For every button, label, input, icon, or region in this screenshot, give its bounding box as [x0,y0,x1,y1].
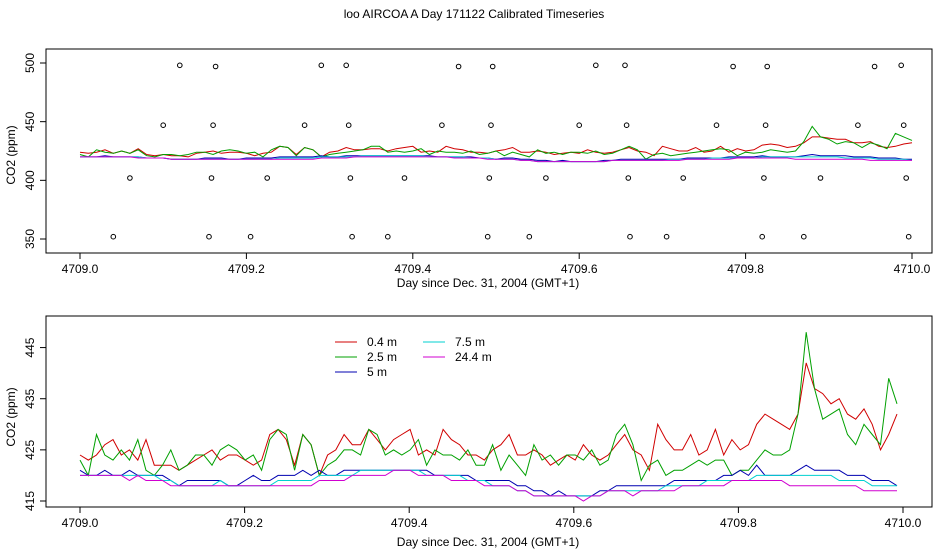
series-line-5-m [79,464,898,497]
x-tick-label: 4709.2 [226,516,263,530]
series-line-2-5-m [79,332,898,482]
series-line-7-5-m [80,469,897,497]
data-point [318,62,325,69]
legend-label: 24.4 m [455,350,492,364]
data-point [212,63,219,70]
data-point [210,122,216,128]
x-tick-label: 4709.8 [727,262,764,276]
bottom-panel: CO2 (ppm) Day since Dec. 31, 2004 (GMT+1… [4,315,933,549]
series-line-0-4-m [79,362,898,477]
data-point [903,175,910,181]
top-panel-ylabel: CO2 (ppm) [4,125,18,184]
legend-label: 5 m [367,365,387,379]
data-point [593,62,599,69]
y-tick-label: 435 [23,388,37,408]
data-point [455,63,462,70]
series-line-24-4-m [80,156,912,163]
x-tick-label: 4709.6 [555,516,592,530]
data-point [264,175,271,181]
x-tick-label: 4709.2 [228,262,265,276]
y-tick-label: 450 [23,111,37,131]
data-point [439,122,445,128]
data-point [526,233,533,240]
data-point [206,233,212,240]
data-point [110,233,117,240]
data-point [401,175,408,181]
data-point [730,63,736,70]
data-point [160,122,166,128]
data-point [488,122,494,128]
series-line-7-5-m [80,155,913,163]
legend-label: 0.4 m [367,335,397,349]
data-point [247,233,254,240]
data-point [900,122,907,128]
data-point [345,122,352,128]
data-point [343,62,350,69]
data-point [801,233,807,240]
legend-label: 7.5 m [455,335,485,349]
data-point [484,233,491,240]
data-point [486,175,493,181]
x-tick-label: 4709.0 [62,262,99,276]
data-point [898,62,905,69]
data-point [208,175,215,181]
series-line-2-5-m [79,125,913,160]
bottom-panel-xlabel: Day since Dec. 31, 2004 (GMT+1) [397,535,579,549]
x-tick-label: 4710.0 [885,516,922,530]
x-tick-label: 4709.4 [391,516,428,530]
data-point [871,63,878,70]
data-point [576,122,583,128]
series-line-24-4-m [80,469,897,502]
y-tick-label: 350 [23,229,37,249]
top-panel-xlabel: Day since Dec. 31, 2004 (GMT+1) [397,276,579,290]
data-point [385,233,391,240]
data-point [623,122,630,128]
top-panel: CO2 (ppm) Day since Dec. 31, 2004 (GMT+1… [4,48,933,290]
data-point [489,63,496,70]
data-point [301,122,308,128]
series-line-0-4-m [79,136,913,158]
x-tick-label: 4709.4 [394,262,431,276]
data-point [543,175,549,181]
data-point [855,122,861,128]
y-tick-label: 400 [23,170,37,190]
bottom-panel-ylabel: CO2 (ppm) [4,387,18,446]
x-tick-label: 4709.6 [561,262,598,276]
data-point [762,122,769,128]
data-point [627,233,633,240]
data-point [127,175,133,181]
y-tick-label: 425 [23,440,37,460]
data-point [349,233,355,240]
y-tick-label: 500 [23,53,37,73]
x-tick-label: 4710.0 [894,262,931,276]
data-point [761,175,767,181]
y-tick-label: 415 [23,491,37,511]
data-point [817,175,824,181]
x-tick-label: 4709.8 [720,516,757,530]
data-point [177,62,183,69]
plot-frame [45,48,933,254]
legend: 0.4 m2.5 m5 m 7.5 m24.4 m [335,335,492,379]
legend-label: 2.5 m [367,350,397,364]
data-point [905,233,912,240]
data-point [347,175,354,181]
data-point [663,233,670,240]
data-point [759,233,766,240]
x-tick-label: 4709.0 [62,516,99,530]
data-point [713,122,720,128]
data-point [680,175,687,181]
chart-title: loo AIRCOA A Day 171122 Calibrated Times… [344,7,605,21]
plot-frame [45,315,933,508]
y-tick-label: 445 [23,337,37,357]
data-point [764,63,771,70]
data-point [625,175,632,181]
data-point [622,62,628,69]
